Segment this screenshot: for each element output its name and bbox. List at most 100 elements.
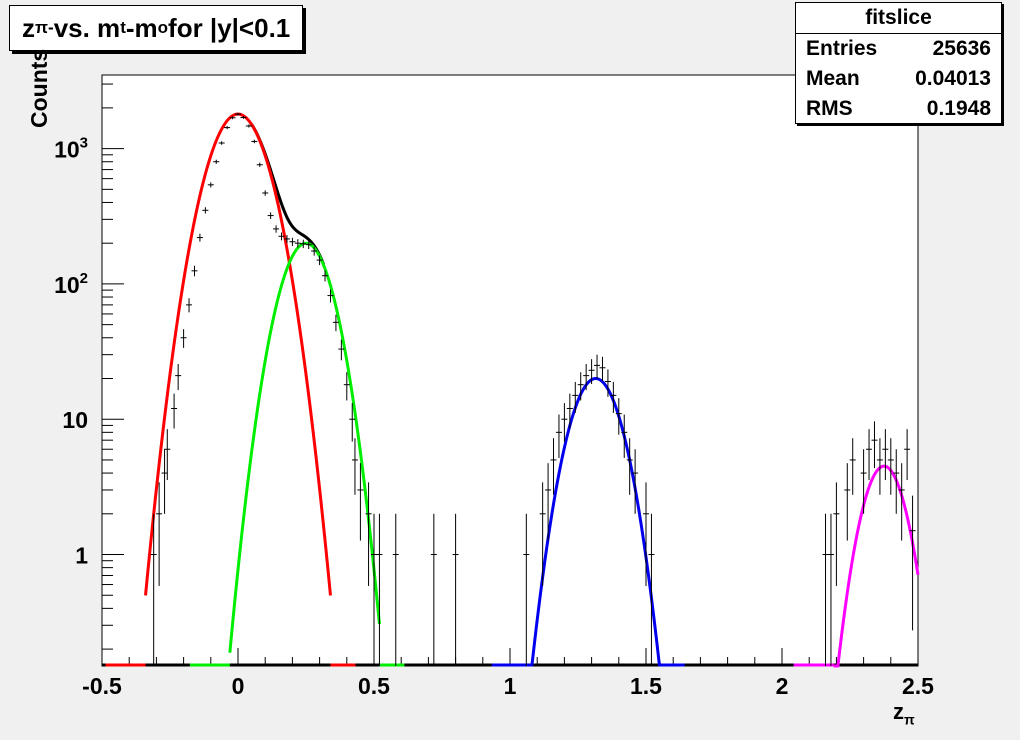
stats-label: Mean	[806, 67, 860, 90]
data-point	[876, 438, 883, 495]
data-point	[289, 237, 296, 246]
data-point	[191, 265, 198, 277]
data-point	[240, 116, 247, 119]
data-point	[283, 235, 290, 244]
data-point	[316, 255, 323, 266]
data-point	[588, 359, 595, 385]
stats-label: RMS	[806, 97, 853, 120]
data-point	[251, 139, 258, 144]
stats-row-rms: RMS 0.1948	[796, 94, 1001, 124]
data-point	[175, 364, 182, 391]
x-axis-label-sub: π	[904, 711, 915, 728]
data-point	[351, 438, 358, 495]
data-point	[332, 314, 339, 332]
title-cut: for |y|<0.1	[168, 12, 291, 43]
data-point	[887, 438, 894, 495]
stats-value: 0.04013	[915, 67, 991, 90]
data-point	[572, 381, 579, 413]
x-tick-label: 2	[776, 673, 789, 699]
data-point	[338, 339, 345, 361]
y-tick-label: 1	[75, 543, 88, 569]
data-point	[615, 398, 622, 435]
fit-curve-3	[833, 464, 920, 668]
data-point	[909, 495, 916, 631]
x-tick-label: -0.5	[82, 673, 122, 699]
data-point	[844, 463, 851, 541]
stats-value: 0.1948	[926, 97, 991, 120]
data-point	[866, 429, 873, 481]
title-pi-sub: π-	[35, 18, 54, 37]
data-point	[150, 513, 157, 666]
data-point	[164, 429, 171, 481]
data-point	[322, 270, 329, 282]
title-vs: vs. m	[53, 12, 121, 43]
data-point	[621, 414, 628, 458]
stats-value: 25636	[932, 37, 991, 60]
stats-row-entries: Entries 25636	[796, 34, 1001, 64]
data-point	[833, 482, 840, 586]
data-point	[371, 513, 377, 666]
data-point	[224, 126, 231, 130]
data-point	[357, 463, 364, 541]
data-point	[235, 112, 241, 116]
data-point	[430, 513, 437, 666]
data-point	[278, 232, 285, 241]
data-point	[555, 414, 562, 458]
data-point	[561, 403, 568, 442]
y-tick-label: 10	[62, 407, 88, 433]
title-t-sub: t	[120, 18, 126, 37]
data-point	[545, 463, 552, 541]
data-point	[822, 513, 829, 666]
data-point	[523, 513, 530, 666]
data-point	[218, 141, 225, 145]
data-point	[207, 182, 214, 188]
title-o-sub: o	[157, 18, 169, 37]
data-point	[626, 438, 633, 495]
x-tick-label: 2.5	[902, 673, 934, 699]
data-point	[583, 364, 590, 391]
stats-box: fitslice Entries 25636 Mean 0.04013 RMS …	[795, 2, 1002, 124]
stats-row-mean: Mean 0.04013	[796, 64, 1001, 94]
data-point	[632, 449, 639, 514]
data-point	[305, 240, 312, 250]
data-point	[882, 429, 889, 481]
data-point	[186, 298, 193, 313]
data-point	[392, 513, 399, 666]
data-point	[849, 438, 856, 495]
data-point	[300, 239, 307, 249]
y-tick-label: 102	[54, 270, 88, 298]
data-point	[599, 356, 606, 382]
title-m: -m	[125, 12, 158, 43]
x-tick-label: 1	[504, 673, 517, 699]
data-point	[893, 449, 900, 514]
data-point	[610, 381, 617, 413]
chart-title: z π- vs. m t -m o for |y|<0.1	[9, 5, 304, 51]
data-point	[267, 212, 274, 219]
data-point	[648, 513, 655, 666]
data-point	[376, 513, 383, 666]
plot-area	[101, 74, 919, 667]
data-point	[161, 449, 168, 514]
data-point	[213, 159, 220, 164]
data-point	[156, 482, 163, 586]
tick-labels: -0.5 0 0.5 1 1.5 2 2.5 1 10 102 103	[54, 135, 934, 699]
data-point	[349, 403, 356, 442]
data-point	[566, 393, 573, 429]
data-point	[294, 239, 301, 248]
data-point	[365, 482, 372, 586]
data-point	[256, 162, 263, 167]
x-tick-label: 0.5	[358, 673, 390, 699]
stats-label: Entries	[806, 37, 878, 60]
title-z: z	[22, 12, 35, 43]
data-point	[871, 421, 878, 469]
x-tick-label: 0	[232, 673, 245, 699]
fit-curve-2	[530, 376, 662, 667]
y-axis-label: Counts	[26, 48, 52, 128]
data-point	[860, 449, 867, 514]
data-point	[311, 246, 318, 256]
x-axis-label-main: z	[893, 699, 904, 724]
x-axis-label: zπ	[893, 699, 915, 727]
data-point	[539, 482, 546, 586]
data-point	[827, 513, 834, 666]
